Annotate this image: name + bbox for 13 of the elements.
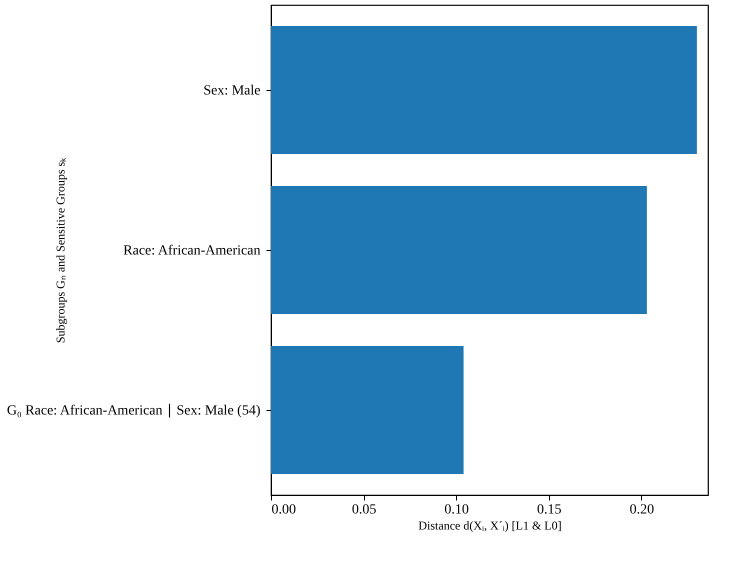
y-axis-title: Subgroups Gₙ and Sensitive Groups sₖ [54, 156, 68, 344]
bar [271, 186, 647, 314]
y-tick-label: Sex: Male [203, 84, 260, 98]
bar [271, 26, 697, 154]
y-tick-label: Race: African-American [123, 244, 260, 258]
x-tick-label: 0.20 [630, 502, 654, 518]
x-tick-label: 0.15 [537, 502, 562, 518]
x-axis-title: Distance d(Xᵢ, X´ᵢ) [L1 & L0] [418, 518, 562, 532]
y-tick-label: G₀ Race: African-American ∣ Sex: Male (54) [6, 404, 261, 418]
bar [271, 346, 464, 474]
x-tick-label: 0.00 [272, 502, 296, 518]
x-tick-label: 0.05 [352, 502, 376, 518]
x-tick-label: 0.10 [444, 502, 469, 518]
